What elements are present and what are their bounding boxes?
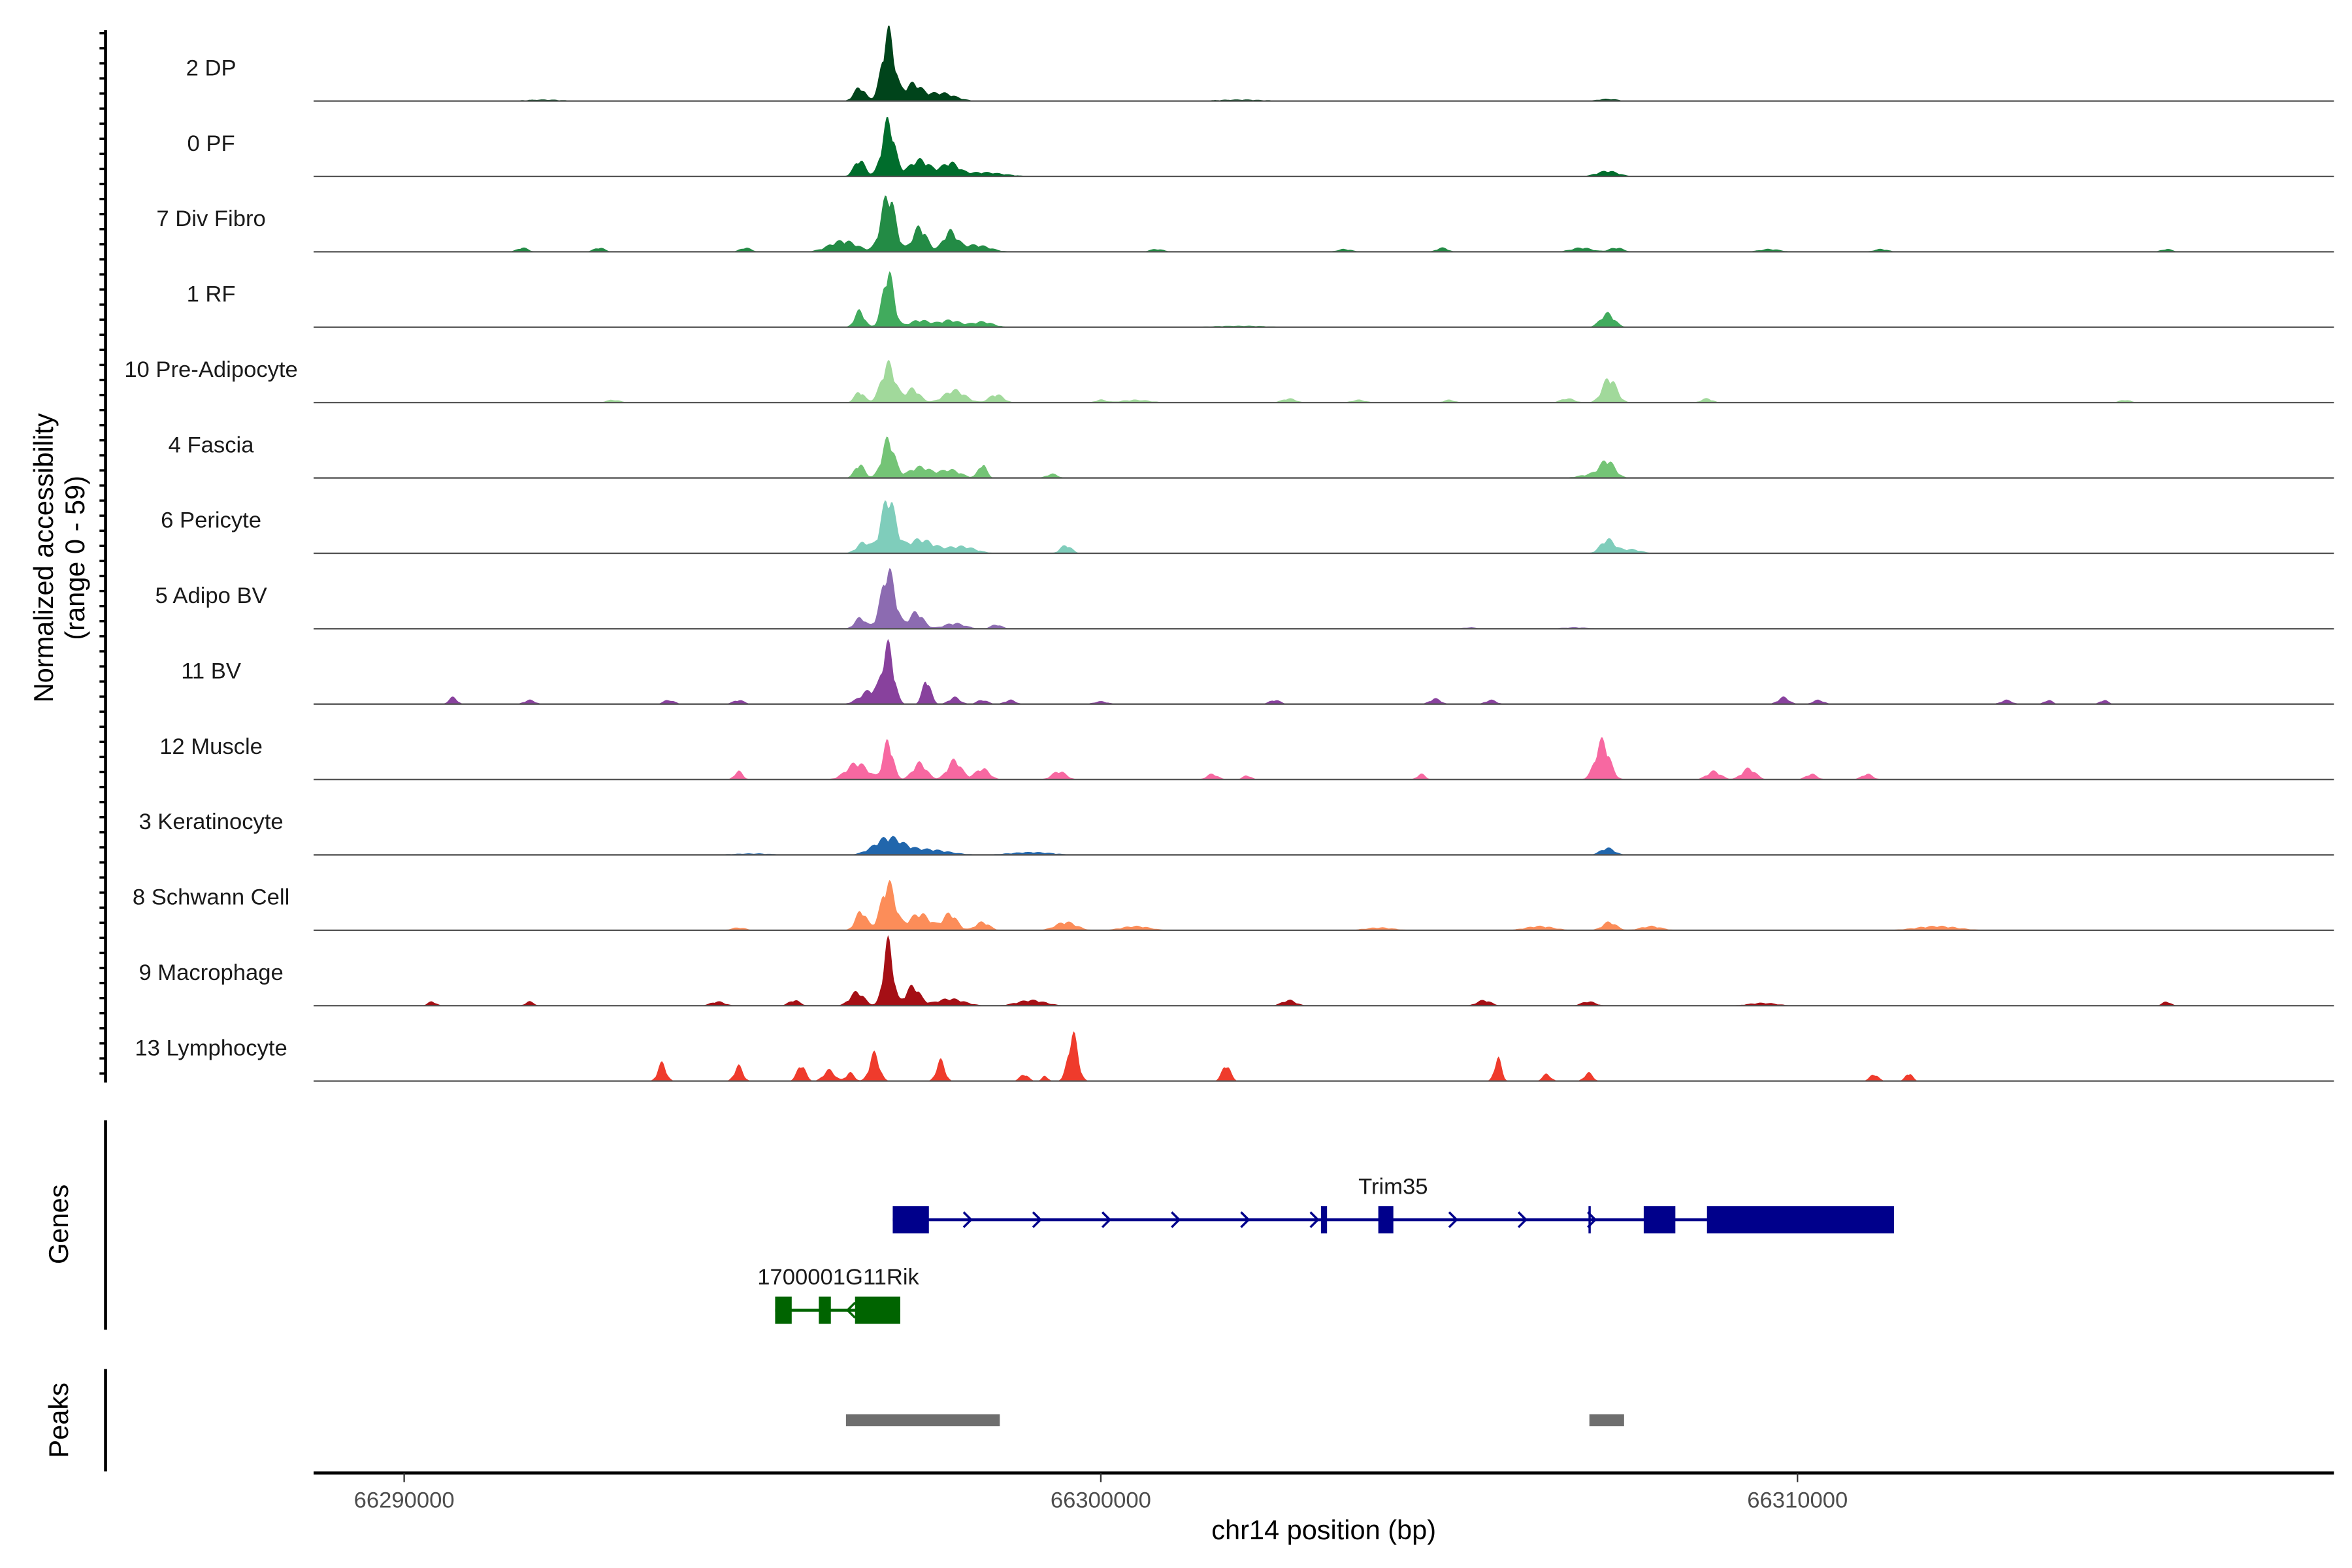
coverage-area — [314, 1031, 2334, 1081]
exon — [1643, 1206, 1676, 1233]
exon — [892, 1206, 929, 1233]
gene-1700001g11rik: 1700001G11Rik — [757, 1265, 920, 1324]
track-label: 3 Keratinocyte — [139, 809, 283, 834]
coverage-area — [314, 117, 2334, 176]
strand-arrow-icon — [1448, 1211, 1458, 1228]
track-10-pre-adipocyte: 10 Pre-Adipocyte — [124, 357, 2334, 404]
coverage-area — [314, 879, 2334, 930]
track-4-fascia: 4 Fascia — [169, 433, 2334, 479]
x-tick-label: 66290000 — [354, 1488, 455, 1513]
strand-arrow-icon — [1171, 1211, 1181, 1228]
track-label: 1 RF — [187, 282, 236, 307]
coverage-area — [314, 568, 2334, 629]
coverage-area — [314, 836, 2334, 855]
peaks-axis-title: Peaks — [43, 1382, 74, 1458]
track-2-dp: 2 DP — [186, 25, 2334, 102]
track-5-adipo-bv: 5 Adipo BV — [155, 568, 2334, 630]
coverage-area — [314, 360, 2334, 403]
track-9-macrophage: 9 Macrophage — [139, 935, 2334, 1007]
track-11-bv: 11 BV — [181, 639, 2334, 705]
coverage-area — [314, 436, 2334, 478]
exon — [775, 1296, 792, 1324]
coverage-area — [314, 195, 2334, 252]
track-label: 11 BV — [181, 659, 241, 683]
y-axis-title-range: (range 0 - 59) — [59, 476, 90, 640]
strand-arrow-icon — [1517, 1211, 1528, 1228]
coverage-area — [314, 500, 2334, 553]
track-label: 2 DP — [186, 56, 237, 80]
strand-arrow-icon — [845, 1301, 856, 1319]
track-label: 6 Pericyte — [161, 508, 261, 533]
track-6-pericyte: 6 Pericyte — [161, 500, 2334, 555]
coverage-tracks: 2 DP 0 PF 7 Div Fibro 1 RF 10 Pre-Adipocyte 4… — [124, 25, 2334, 1082]
track-label: 12 Muscle — [159, 734, 263, 759]
coverage-area — [314, 639, 2334, 704]
gene-name: Trim35 — [1358, 1175, 1428, 1200]
coverage-area — [314, 271, 2334, 327]
track-label: 8 Schwann Cell — [133, 885, 289, 910]
track-8-schwann-cell: 8 Schwann Cell — [133, 879, 2334, 931]
exon — [1707, 1206, 1894, 1233]
exon — [1320, 1206, 1328, 1233]
x-axis-ticks: 66290000 66300000 66310000 — [354, 1473, 1848, 1513]
coverage-area — [314, 25, 2334, 101]
y-axis-title-main: Normalized accessibility — [28, 413, 59, 702]
strand-arrow-icon — [1309, 1211, 1320, 1228]
coverage-area — [314, 935, 2334, 1006]
track-label: 4 Fascia — [169, 433, 255, 457]
strand-arrow-icon — [1240, 1211, 1250, 1228]
track-label: 7 Div Fibro — [156, 206, 265, 231]
gene-track: Trim35 1700001G11Rik — [757, 1175, 1894, 1324]
peak-region — [1589, 1414, 1624, 1427]
track-1-rf: 1 RF — [187, 271, 2334, 328]
strand-arrow-icon — [962, 1211, 973, 1228]
track-label: 9 Macrophage — [139, 960, 283, 985]
track-label: 0 PF — [188, 131, 235, 156]
strand-arrow-icon — [1101, 1211, 1112, 1228]
track-12-muscle: 12 Muscle — [159, 734, 2334, 781]
y-axis-title: Normalized accessibility (range 0 - 59) — [28, 413, 90, 702]
track-label: 13 Lymphocyte — [135, 1036, 287, 1060]
strand-arrow-icon — [1032, 1211, 1043, 1228]
track-0-pf: 0 PF — [188, 117, 2334, 178]
gene-name: 1700001G11Rik — [757, 1265, 919, 1290]
exon — [1588, 1206, 1591, 1233]
x-axis-title: chr14 position (bp) — [1211, 1514, 1436, 1545]
exon — [855, 1296, 900, 1324]
track-3-keratinocyte: 3 Keratinocyte — [139, 809, 2334, 856]
track-label: 5 Adipo BV — [155, 583, 267, 608]
track-7-div-fibro: 7 Div Fibro — [156, 195, 2334, 253]
track-label: 10 Pre-Adipocyte — [124, 357, 298, 382]
gene-trim35: Trim35 — [892, 1175, 1894, 1233]
y-axis-ticks — [99, 32, 106, 1075]
genes-axis-title: Genes — [43, 1184, 74, 1264]
peak-track — [845, 1414, 1624, 1427]
peak-region — [845, 1414, 1000, 1427]
exon — [1378, 1206, 1394, 1233]
exon — [819, 1296, 831, 1324]
track-13-lymphocyte: 13 Lymphocyte — [135, 1031, 2334, 1082]
x-tick-label: 66300000 — [1051, 1488, 1151, 1513]
x-tick-label: 66310000 — [1747, 1488, 1848, 1513]
coverage-area — [314, 737, 2334, 780]
